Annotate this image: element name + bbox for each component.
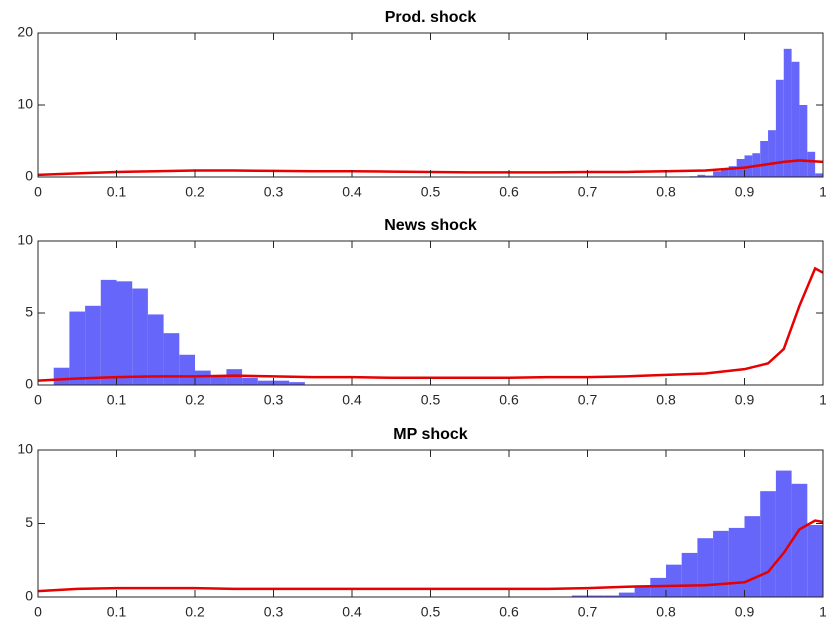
x-tick-label: 0.1 — [107, 392, 127, 408]
y-tick-label: 0 — [25, 376, 33, 392]
histogram-bar — [681, 552, 698, 597]
histogram-bar — [226, 369, 243, 385]
x-tick-label: 0.4 — [342, 184, 362, 200]
histogram-bar — [697, 174, 706, 177]
x-tick-label: 0.8 — [656, 184, 676, 200]
x-tick-label: 0.5 — [421, 604, 441, 620]
histogram-bar — [666, 564, 682, 597]
histogram-bar — [603, 595, 619, 597]
histogram-bar — [728, 527, 745, 597]
x-tick-label: 0.3 — [264, 184, 284, 200]
histogram-bar — [179, 354, 195, 385]
y-tick-label: 20 — [17, 24, 33, 40]
axes-background — [38, 33, 823, 177]
density-line — [37, 159, 824, 177]
x-tick-label: 0.7 — [578, 184, 598, 200]
x-tick-label: 0.7 — [578, 604, 598, 620]
x-tick-label: 0.7 — [578, 392, 598, 408]
x-tick-label: 0.8 — [656, 604, 676, 620]
x-tick-label: 0.2 — [185, 604, 205, 620]
histogram-bar — [132, 288, 148, 385]
axes-box — [37, 240, 824, 386]
histogram-bar — [69, 311, 86, 385]
x-tick-label: 0.6 — [499, 184, 519, 200]
y-tick-label: 10 — [17, 232, 33, 248]
histogram-bar — [775, 79, 784, 177]
histogram-bar — [53, 367, 70, 385]
histogram-bar — [713, 171, 721, 177]
x-tick-label: 0.5 — [421, 184, 441, 200]
x-tick-label: 0.9 — [735, 184, 755, 200]
y-tick-label: 0 — [25, 588, 33, 604]
histogram-bar — [85, 305, 101, 385]
histogram-bar — [147, 314, 164, 385]
chart-title: Prod. shock — [385, 9, 477, 26]
histogram-bar — [760, 491, 776, 597]
x-tick-label: 0.5 — [421, 392, 441, 408]
y-tick-label: 10 — [17, 96, 33, 112]
chart-title: MP shock — [393, 426, 468, 443]
histogram-bar — [799, 105, 808, 177]
histogram-bar — [791, 483, 808, 597]
chart-title: News shock — [384, 217, 477, 234]
x-tick-label: 1 — [819, 184, 826, 200]
x-tick-label: 0 — [34, 604, 42, 620]
x-tick-label: 0.9 — [735, 392, 755, 408]
histogram-bar — [815, 173, 823, 177]
histogram-bar — [571, 595, 588, 597]
y-tick-label: 0 — [25, 168, 33, 184]
x-tick-label: 0.1 — [107, 604, 127, 620]
histogram-bar — [783, 48, 792, 178]
histogram-bar — [807, 151, 816, 177]
y-tick-label: 5 — [25, 304, 33, 320]
y-tick-label: 10 — [17, 441, 33, 457]
x-tick-label: 0.6 — [499, 604, 519, 620]
y-tick-label: 5 — [25, 514, 33, 530]
x-tick-label: 0 — [34, 392, 42, 408]
x-tick-label: 1 — [819, 392, 826, 408]
histogram-bar — [720, 169, 729, 177]
x-tick-label: 0.2 — [185, 184, 205, 200]
histogram-bar — [650, 577, 666, 597]
histogram-bar — [728, 166, 737, 177]
histogram-bar — [768, 130, 776, 177]
x-tick-label: 0.8 — [656, 392, 676, 408]
histogram-bar — [289, 382, 305, 385]
axes-box — [37, 449, 824, 598]
histogram-bar — [116, 281, 133, 385]
x-tick-label: 0.2 — [185, 392, 205, 408]
histogram-bar — [807, 524, 823, 597]
x-tick-label: 0.4 — [342, 604, 362, 620]
x-tick-label: 1 — [819, 604, 826, 620]
histogram-bar — [242, 377, 258, 385]
histogram-bar — [760, 141, 769, 177]
x-tick-label: 0.1 — [107, 184, 127, 200]
histogram-bar — [775, 470, 792, 597]
density-line — [37, 519, 824, 593]
histogram-bar — [705, 175, 714, 177]
histogram-bar — [210, 376, 227, 385]
x-tick-label: 0 — [34, 184, 42, 200]
axes-box — [37, 32, 824, 178]
histogram-bar — [744, 516, 761, 597]
x-tick-label: 0.6 — [499, 392, 519, 408]
histogram-bar — [100, 279, 117, 385]
x-tick-label: 0.3 — [264, 392, 284, 408]
histogram-bar — [697, 538, 714, 597]
histogram-bar — [273, 380, 290, 385]
histogram-bar — [634, 586, 651, 597]
histogram-bar — [791, 61, 800, 177]
histogram-bar — [618, 592, 635, 597]
histogram-bar — [163, 333, 180, 385]
histogram-bar — [713, 530, 729, 597]
x-tick-label: 0.4 — [342, 392, 362, 408]
density-line — [37, 266, 824, 382]
x-tick-label: 0.9 — [735, 604, 755, 620]
x-tick-label: 0.3 — [264, 604, 284, 620]
histogram-bar — [257, 380, 274, 385]
histogram-bar — [195, 370, 211, 385]
histogram-bar — [587, 595, 604, 597]
